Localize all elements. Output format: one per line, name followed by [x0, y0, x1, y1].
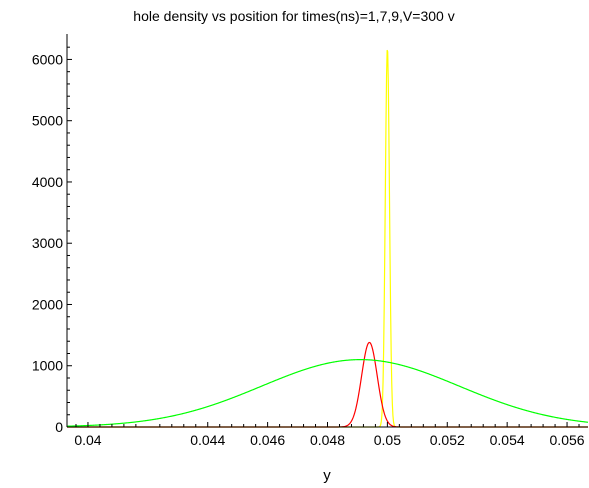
x-axis-label: y: [323, 467, 331, 484]
x-tick-label-6: 0.054: [490, 432, 525, 448]
y-tick-label-0: 0: [55, 419, 63, 435]
x-tick-label-2: 0.046: [250, 432, 285, 448]
y-tick-label-5: 5000: [32, 113, 63, 129]
series-line-2: [66, 359, 589, 427]
y-tick-label-6: 6000: [32, 51, 63, 67]
x-tick-label-0: 0.04: [74, 432, 101, 448]
axes-layer: [66, 34, 588, 428]
chart-title: hole density vs position for times(ns)=1…: [133, 8, 454, 24]
x-tick-label-7: 0.056: [550, 432, 585, 448]
y-tick-label-4: 4000: [32, 174, 63, 190]
y-tick-label-2: 2000: [32, 296, 63, 312]
curves-layer: [66, 49, 589, 428]
y-tick-label-3: 3000: [32, 235, 63, 251]
x-tick-label-1: 0.044: [190, 432, 225, 448]
series-line-0: [67, 49, 588, 428]
x-tick-label-5: 0.052: [430, 432, 465, 448]
ticks-layer: 0 1000 2000 3000 4000 5000 6000 0.04 0.044 0.046 0…: [32, 46, 585, 448]
x-tick-label-4: 0.05: [374, 432, 401, 448]
x-tick-label-3: 0.048: [310, 432, 345, 448]
series-line-1: [67, 341, 588, 428]
y-tick-label-1: 1000: [32, 358, 63, 374]
